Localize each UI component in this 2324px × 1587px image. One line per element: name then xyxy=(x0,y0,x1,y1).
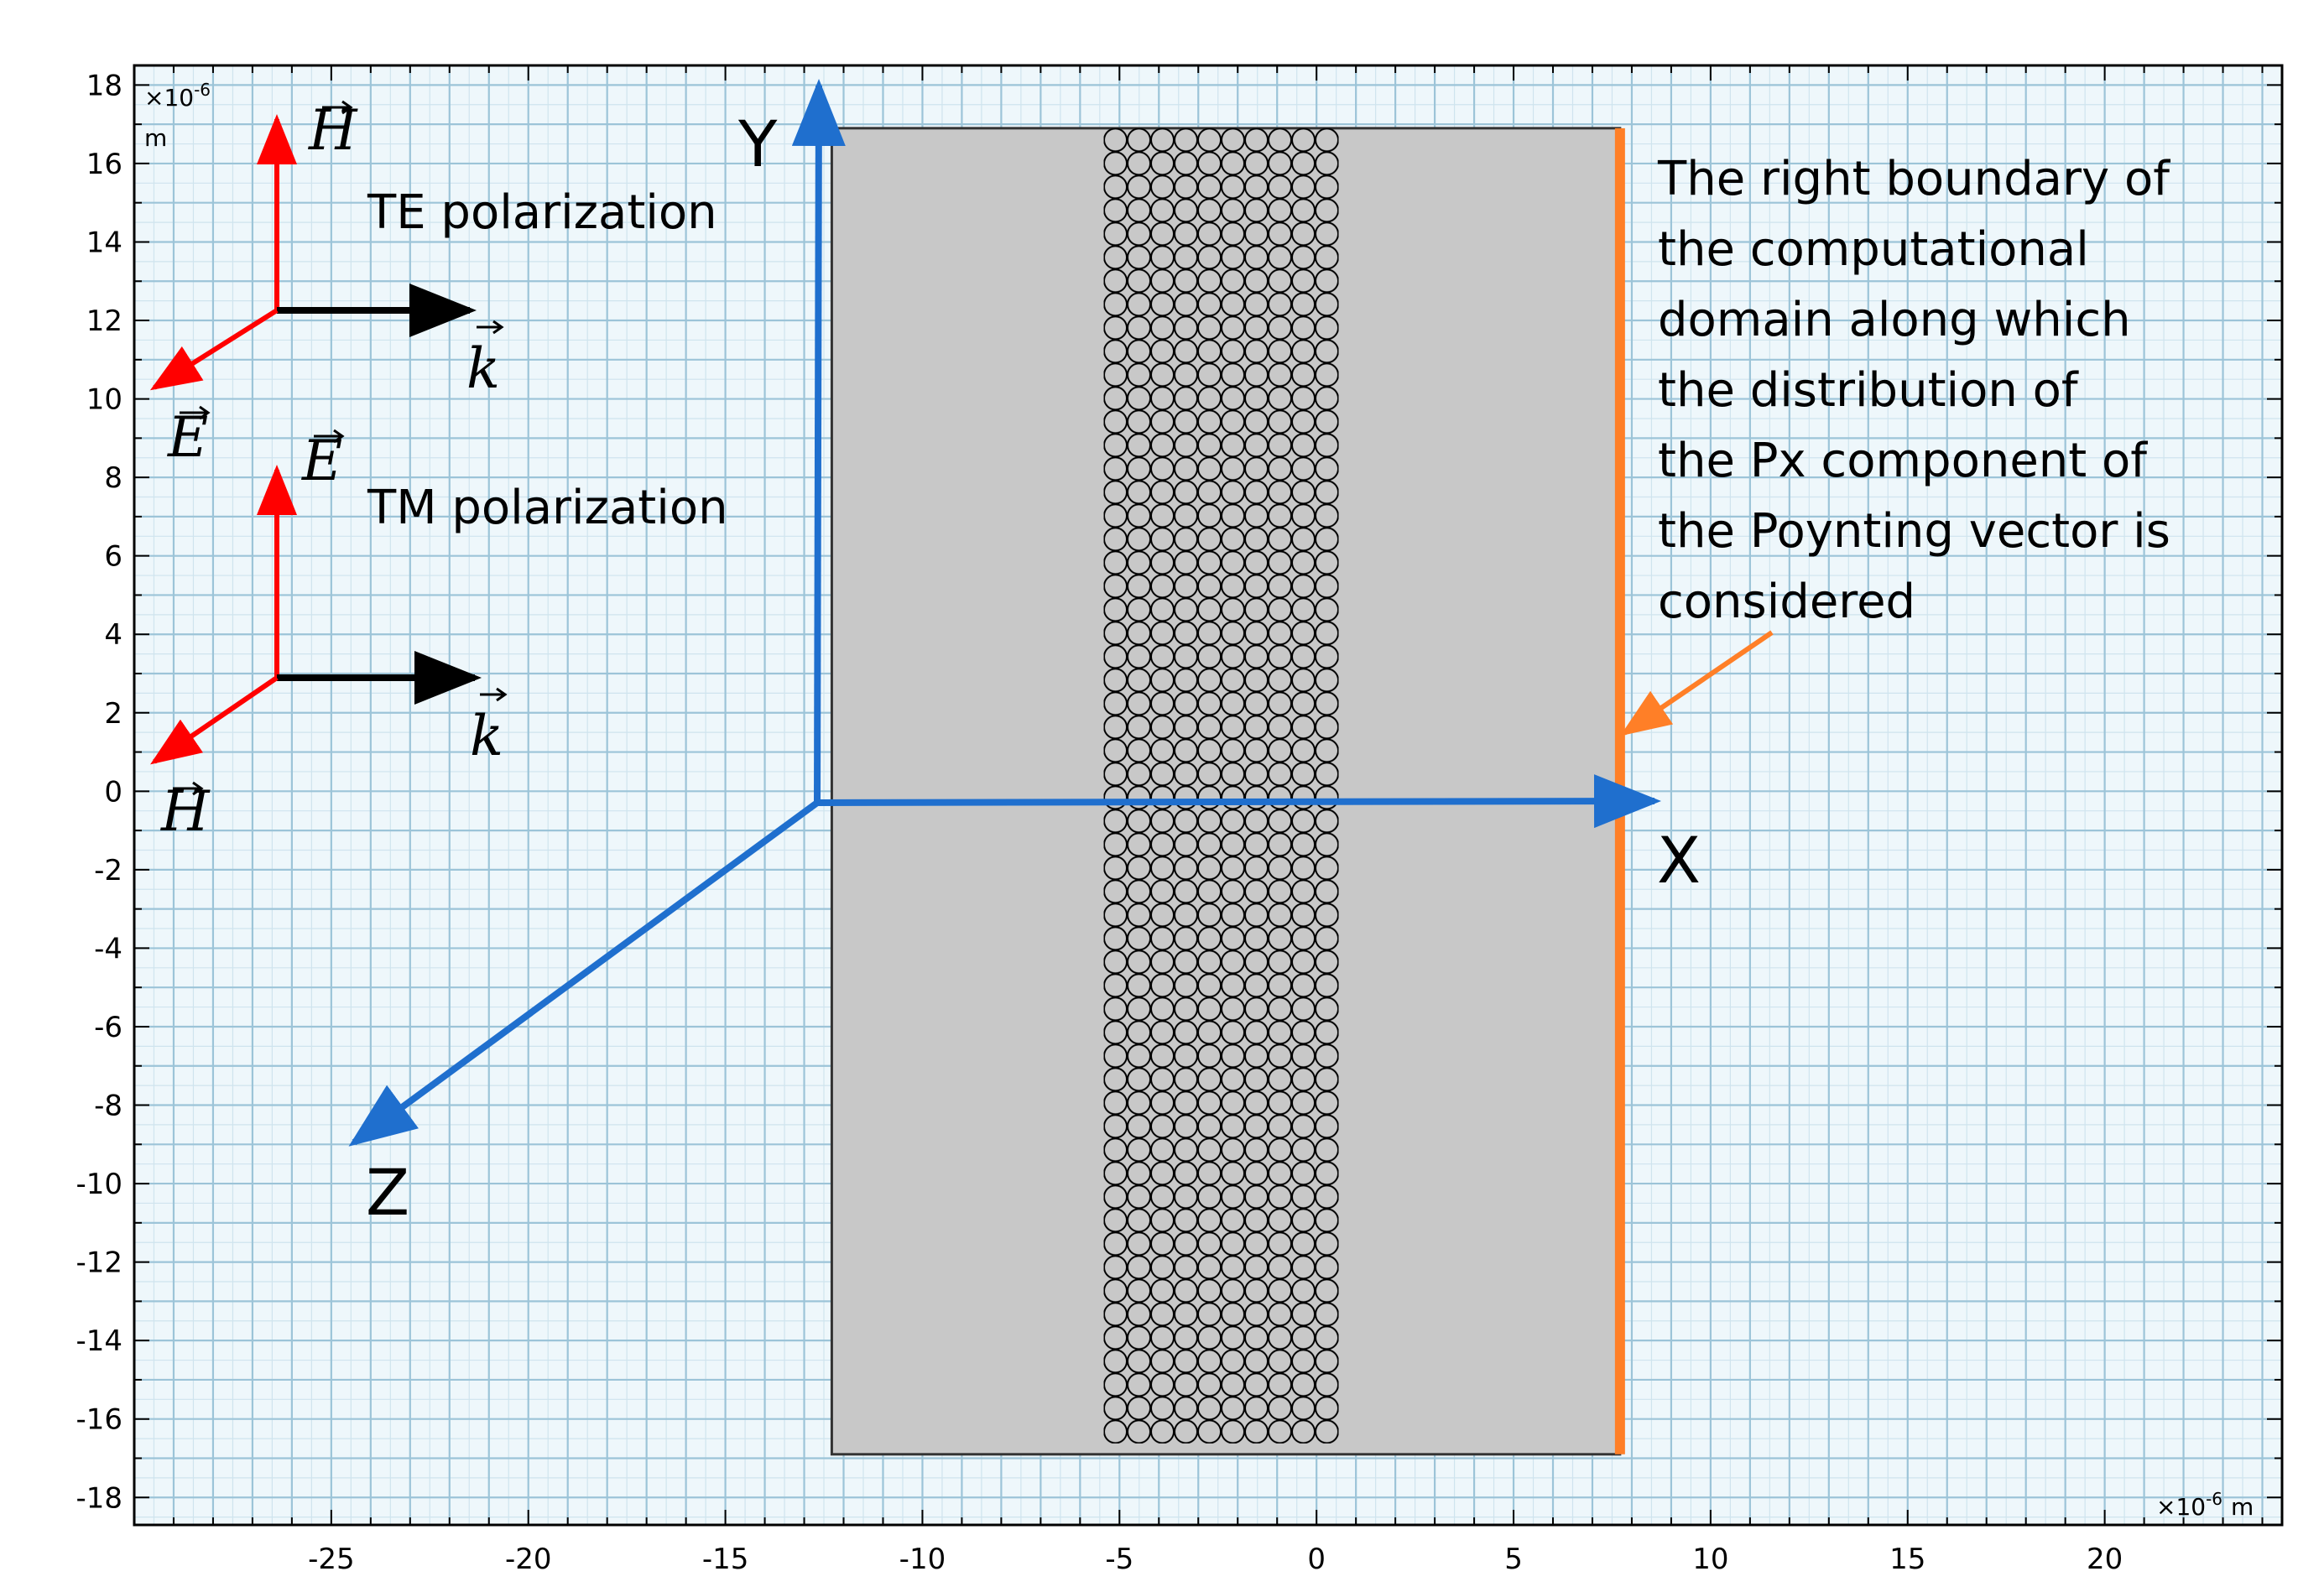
z-axis-letter: Z xyxy=(366,1155,409,1230)
y-axis-arrow xyxy=(791,79,846,804)
te-e-overarrow xyxy=(180,405,211,420)
y-tick-label: -10 xyxy=(76,1168,122,1201)
x-axis-letter: X xyxy=(1657,823,1701,898)
annotation-line-4: the distribution of xyxy=(1658,363,2079,418)
annotation-arrow xyxy=(1620,630,1774,736)
y-tick-label: 18 xyxy=(86,69,122,102)
x-tick-label: -10 xyxy=(899,1543,946,1576)
te-polarization-diagram: H k E TE polarization xyxy=(149,98,717,470)
y-unit-label: ×10-6 xyxy=(144,80,211,112)
x-tick-label: 15 xyxy=(1889,1543,1925,1576)
annotation-line-7: considered xyxy=(1658,575,1915,629)
y-axis-ticks: 18 16 14 12 10 8 6 4 2 0 -2 -4 -6 -8 -10 -12 -14 -16 -18 xyxy=(76,69,2282,1515)
te-polarization-label: TE polarization xyxy=(367,185,717,240)
tm-h-vector xyxy=(150,675,279,765)
x-unit-label: ×10-6 m xyxy=(2156,1489,2254,1521)
y-tick-label: 14 xyxy=(86,226,122,259)
y-unit-suffix: m xyxy=(144,124,167,152)
tm-polarization-label: TM polarization xyxy=(367,481,728,535)
te-e-label: E xyxy=(167,405,208,470)
y-tick-label: 2 xyxy=(104,697,122,731)
z-axis-arrow xyxy=(348,799,820,1147)
x-tick-label: -15 xyxy=(702,1543,749,1576)
tm-e-label: E xyxy=(301,429,342,493)
y-tick-label: -16 xyxy=(76,1403,122,1437)
tm-h-overarrow xyxy=(173,781,204,796)
x-unit-suffix: m xyxy=(2231,1493,2254,1521)
x-tick-label: -20 xyxy=(505,1543,552,1576)
annotation-line-6: the Poynting vector is xyxy=(1658,504,2170,559)
annotation-line-3: domain along which xyxy=(1658,293,2131,347)
x-unit-exponent: -6 xyxy=(2206,1489,2222,1509)
y-tick-label: -2 xyxy=(94,854,122,887)
y-tick-label: 0 xyxy=(104,775,122,809)
tm-h-label: H xyxy=(160,779,211,844)
tm-polarization-diagram: E k H TM polarization xyxy=(150,429,728,844)
y-tick-label: 4 xyxy=(104,618,122,652)
x-axis-ticks: -25 -20 -15 -10 -5 0 5 10 15 20 xyxy=(133,65,2264,1576)
tm-k-overarrow xyxy=(480,687,508,702)
te-h-overarrow xyxy=(322,100,353,115)
y-tick-label: -18 xyxy=(76,1481,122,1515)
te-k-label: k xyxy=(466,336,500,401)
x-tick-label: 5 xyxy=(1504,1543,1523,1576)
te-e-vector xyxy=(149,308,279,391)
y-tick-label: 12 xyxy=(86,304,122,338)
x-tick-label: 10 xyxy=(1692,1543,1728,1576)
x-tick-label: -25 xyxy=(308,1543,355,1576)
y-tick-label: 8 xyxy=(104,461,122,495)
boundary-annotation: The right boundary of the computational … xyxy=(1620,152,2170,736)
y-unit-prefix: ×10 xyxy=(144,84,194,112)
y-tick-label: -8 xyxy=(94,1090,122,1123)
te-k-overarrow xyxy=(477,320,504,335)
y-axis-letter: Y xyxy=(737,107,778,181)
tm-e-overarrow xyxy=(314,429,345,444)
y-tick-label: -6 xyxy=(94,1011,122,1044)
y-unit-exponent: -6 xyxy=(194,80,211,100)
tm-k-label: k xyxy=(470,704,503,768)
x-axis-arrow xyxy=(816,774,1661,829)
y-tick-label: 16 xyxy=(86,148,122,181)
annotation-line-5: the Px component of xyxy=(1658,434,2148,488)
x-tick-label: 0 xyxy=(1307,1543,1326,1576)
y-tick-label: -12 xyxy=(76,1246,122,1280)
annotation-line-2: the computational xyxy=(1658,222,2089,277)
x-tick-label: 20 xyxy=(2087,1543,2123,1576)
y-tick-label: 10 xyxy=(86,383,122,417)
y-tick-label: -4 xyxy=(94,932,122,965)
annotation-line-1: The right boundary of xyxy=(1657,152,2170,206)
x-unit-prefix: ×10 xyxy=(2156,1493,2206,1521)
particle-layer xyxy=(1103,127,1339,1444)
plot-frame xyxy=(133,64,2284,1527)
y-tick-label: -14 xyxy=(76,1324,122,1358)
x-tick-label: -5 xyxy=(1105,1543,1133,1576)
y-tick-label: 6 xyxy=(104,540,122,574)
